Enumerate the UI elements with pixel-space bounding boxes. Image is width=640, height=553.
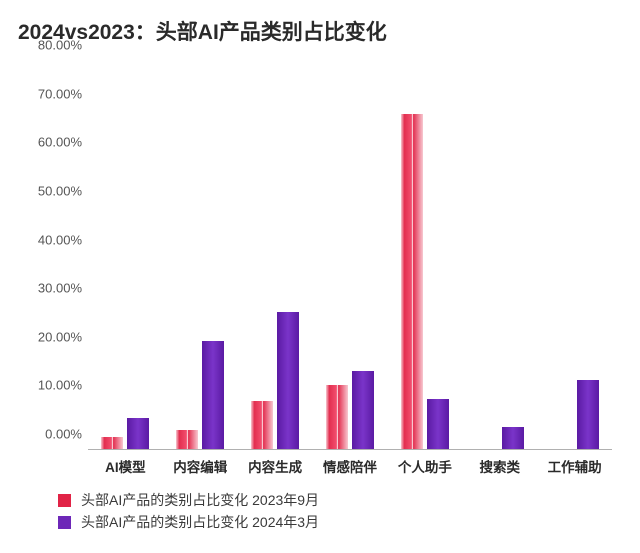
x-axis-label: 内容编辑 xyxy=(163,450,238,476)
chart-title: 2024vs2023：头部AI产品类别占比变化 xyxy=(18,16,616,46)
x-axis-label: AI模型 xyxy=(88,450,163,476)
category-group xyxy=(88,60,163,449)
category-group xyxy=(537,60,612,449)
x-axis-labels: AI模型内容编辑内容生成情感陪伴个人助手搜索类工作辅助 xyxy=(88,450,612,476)
bar-series-2 xyxy=(352,371,374,449)
x-axis-label: 情感陪伴 xyxy=(313,450,388,476)
bar-series-1 xyxy=(401,114,423,450)
bar-series-1 xyxy=(326,385,348,449)
y-tick-label: 30.00% xyxy=(10,281,82,296)
y-tick-label: 60.00% xyxy=(10,135,82,150)
y-tick-label: 20.00% xyxy=(10,329,82,344)
legend-label-2024: 头部AI产品的类别占比变化 2024年3月 xyxy=(81,512,319,532)
bar-series-1 xyxy=(176,430,198,449)
category-group xyxy=(313,60,388,449)
legend-label-2023: 头部AI产品的类别占比变化 2023年9月 xyxy=(81,490,319,510)
category-group xyxy=(387,60,462,449)
bar-series-2 xyxy=(577,380,599,449)
x-axis-label: 个人助手 xyxy=(387,450,462,476)
x-axis-label: 工作辅助 xyxy=(537,450,612,476)
y-tick-label: 50.00% xyxy=(10,183,82,198)
x-axis-label: 内容生成 xyxy=(238,450,313,476)
bar-series-2 xyxy=(277,312,299,449)
y-tick-label: 0.00% xyxy=(10,427,82,442)
chart-plot-area: 0.00%10.00%20.00%30.00%40.00%50.00%60.00… xyxy=(88,60,612,450)
legend-swatch-2024 xyxy=(58,516,71,529)
y-tick-label: 10.00% xyxy=(10,378,82,393)
chart-container: 2024vs2023：头部AI产品类别占比变化 0.00%10.00%20.00… xyxy=(0,0,640,553)
bar-series-1 xyxy=(251,401,273,449)
bar-series-1 xyxy=(101,437,123,449)
bar-series-2 xyxy=(202,341,224,449)
chart-bars-group xyxy=(88,60,612,449)
legend-item-2023: 头部AI产品的类别占比变化 2023年9月 xyxy=(58,490,610,510)
bar-series-2 xyxy=(427,399,449,449)
y-tick-label: 80.00% xyxy=(10,38,82,53)
y-tick-label: 40.00% xyxy=(10,232,82,247)
category-group xyxy=(462,60,537,449)
bar-series-2 xyxy=(127,418,149,449)
legend-item-2024: 头部AI产品的类别占比变化 2024年3月 xyxy=(58,512,610,532)
category-group xyxy=(163,60,238,449)
bar-series-2 xyxy=(502,427,524,449)
x-axis-label: 搜索类 xyxy=(462,450,537,476)
category-group xyxy=(238,60,313,449)
y-tick-label: 70.00% xyxy=(10,86,82,101)
chart-legend: 头部AI产品的类别占比变化 2023年9月 头部AI产品的类别占比变化 2024… xyxy=(58,490,610,532)
legend-swatch-2023 xyxy=(58,494,71,507)
